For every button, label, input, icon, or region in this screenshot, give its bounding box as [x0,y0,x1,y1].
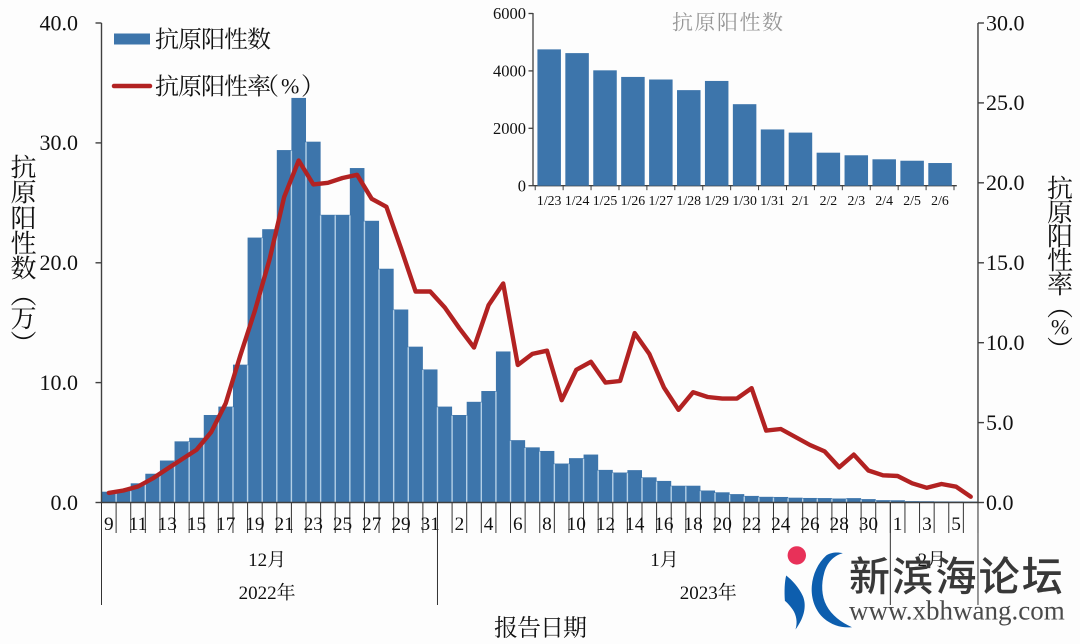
svg-text:25.0: 25.0 [986,90,1025,115]
svg-text:1: 1 [650,550,660,571]
svg-text:26: 26 [800,514,820,535]
svg-text:0.0: 0.0 [51,490,79,515]
svg-text:1/29: 1/29 [704,193,729,208]
svg-text:12: 12 [248,550,267,571]
svg-text:30.0: 30.0 [986,10,1025,35]
svg-text:28: 28 [830,514,849,535]
svg-text:15: 15 [187,514,206,535]
svg-text:10.0: 10.0 [40,370,79,395]
svg-text:40.0: 40.0 [40,10,79,35]
svg-text:29: 29 [391,514,410,535]
svg-text:20: 20 [713,514,732,535]
svg-text:16: 16 [654,514,674,535]
svg-text:30: 30 [859,514,878,535]
svg-text:9: 9 [104,514,114,535]
svg-text:1/26: 1/26 [621,193,646,208]
svg-text:10.0: 10.0 [986,330,1025,355]
svg-text:2/1: 2/1 [792,193,810,208]
svg-text:1/31: 1/31 [760,193,785,208]
svg-text:2/6: 2/6 [931,193,949,208]
svg-text:17: 17 [216,514,236,535]
svg-text:1/23: 1/23 [537,193,562,208]
svg-text:2/2: 2/2 [820,193,838,208]
svg-text:2022: 2022 [239,583,277,604]
svg-text:1/24: 1/24 [565,193,590,208]
svg-text:10: 10 [567,514,586,535]
svg-text:2: 2 [455,514,465,535]
svg-text:6: 6 [513,514,523,535]
svg-text:20.0: 20.0 [40,250,79,275]
svg-text:6000: 6000 [493,4,526,23]
svg-text:1/25: 1/25 [593,193,618,208]
svg-text:18: 18 [683,514,702,535]
svg-text:19: 19 [245,514,264,535]
svg-text:1/30: 1/30 [732,193,757,208]
svg-text:25: 25 [333,514,352,535]
svg-text:13: 13 [158,514,177,535]
svg-text:8: 8 [542,514,552,535]
svg-text:%: % [1051,314,1069,339]
svg-text:14: 14 [625,514,645,535]
svg-text:31: 31 [421,514,440,535]
svg-text:27: 27 [362,514,382,535]
svg-text:2/4: 2/4 [875,193,893,208]
svg-text:21: 21 [274,514,293,535]
svg-text:2/3: 2/3 [847,193,865,208]
svg-text:5.0: 5.0 [986,410,1014,435]
svg-text:23: 23 [304,514,323,535]
svg-text:1: 1 [893,514,903,535]
svg-text:3: 3 [922,514,932,535]
svg-text:11: 11 [129,514,148,535]
svg-text:2000: 2000 [493,119,526,138]
svg-text:5: 5 [951,514,961,535]
svg-text:%: % [281,73,299,98]
svg-text:24: 24 [771,514,791,535]
svg-text:20.0: 20.0 [986,170,1025,195]
svg-text:30.0: 30.0 [40,130,79,155]
svg-text:22: 22 [742,514,761,535]
svg-text:2/5: 2/5 [903,193,921,208]
svg-text:2: 2 [918,550,928,571]
svg-text:4: 4 [484,514,494,535]
svg-text:0: 0 [518,176,526,195]
svg-text:12: 12 [596,514,615,535]
svg-text:4000: 4000 [493,62,526,81]
svg-text:1/28: 1/28 [677,193,702,208]
svg-text:0.0: 0.0 [986,490,1014,515]
svg-text:1/27: 1/27 [649,193,674,208]
svg-text:15.0: 15.0 [986,250,1025,275]
svg-text:2023: 2023 [680,583,718,604]
svg-text:www.xbhwang.com: www.xbhwang.com [849,596,1065,626]
